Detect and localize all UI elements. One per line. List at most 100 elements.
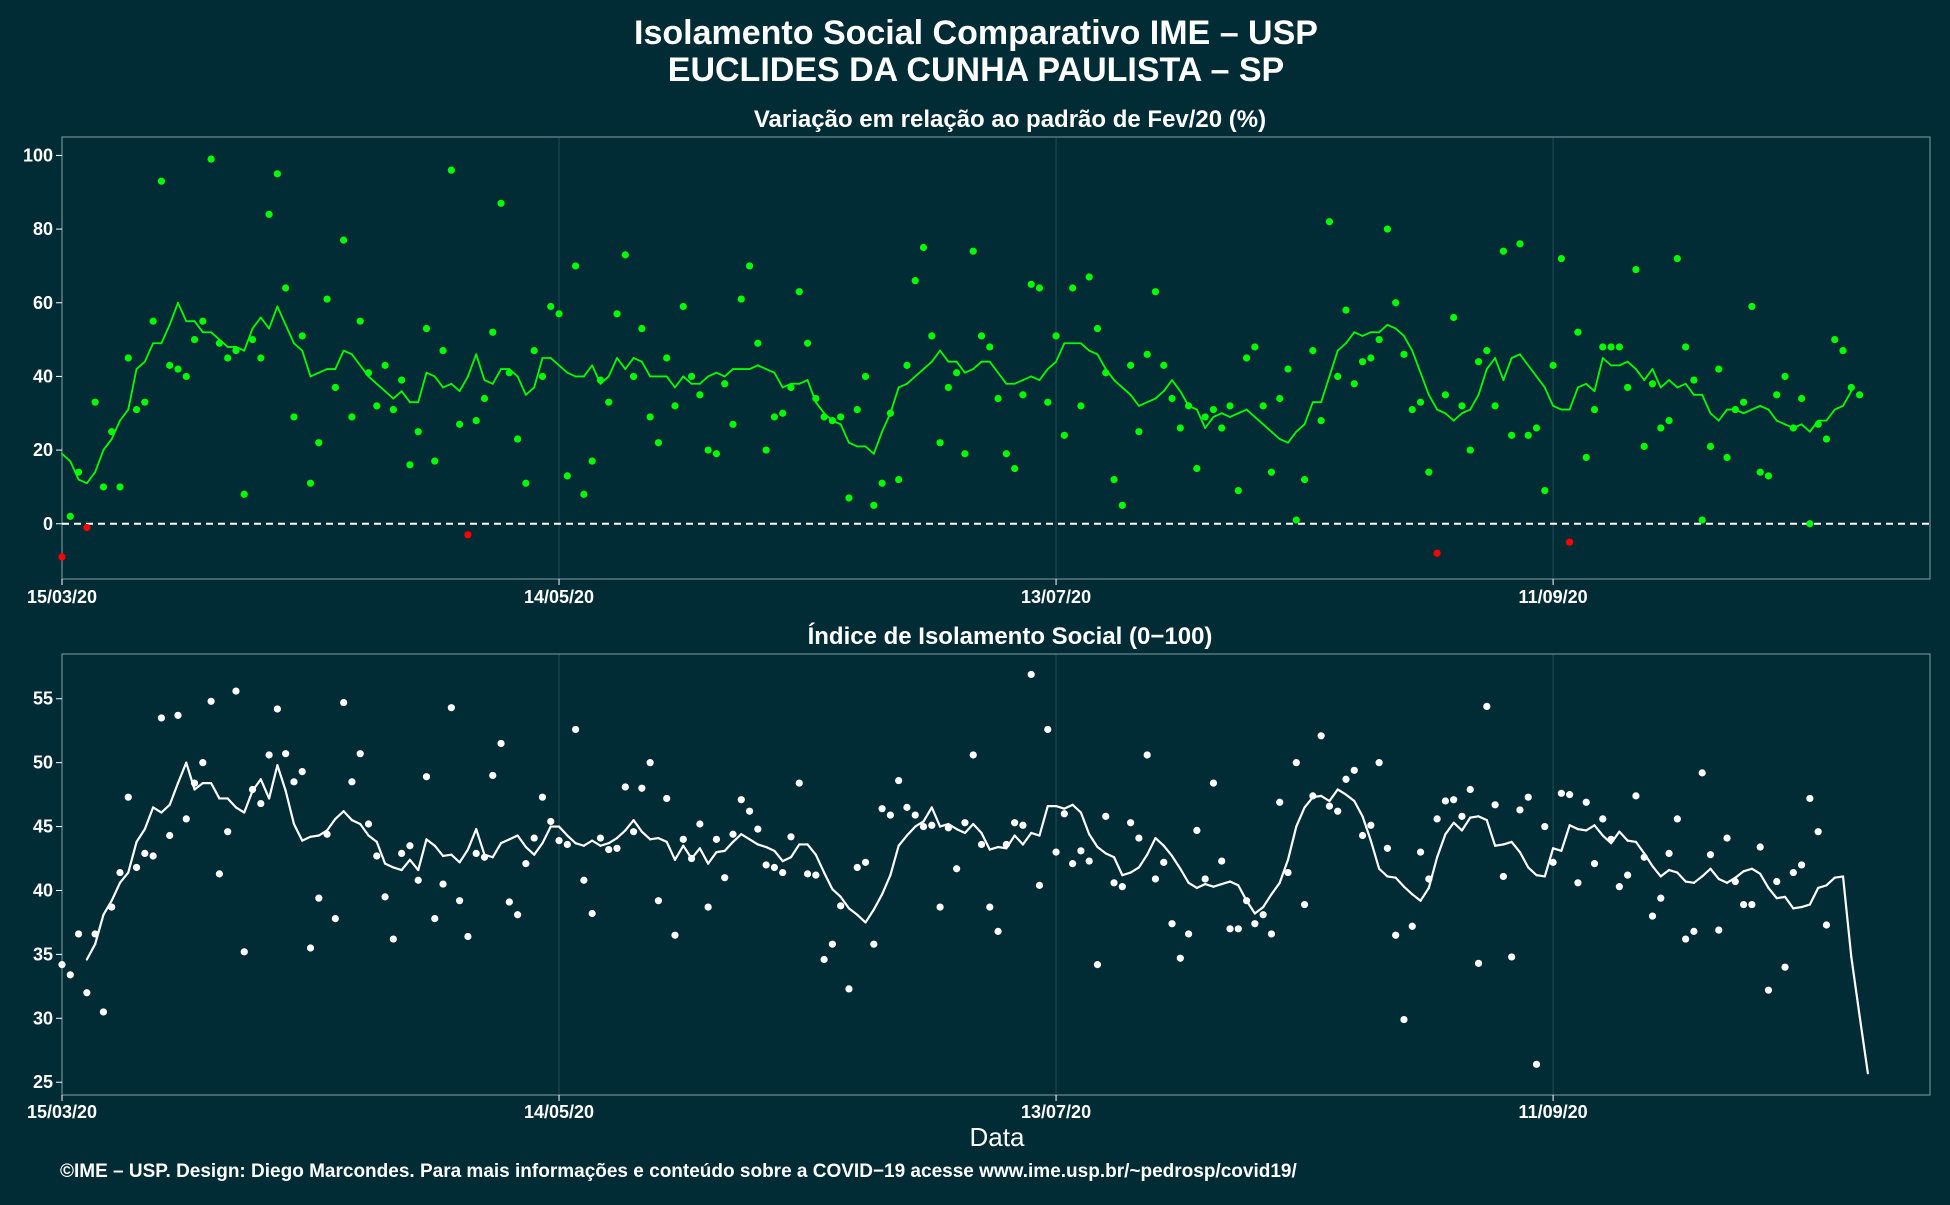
data-point: [431, 915, 439, 923]
moving-average-segment: [1295, 423, 1306, 433]
data-point: [671, 402, 679, 410]
moving-average-segment: [1535, 375, 1546, 389]
data-point: [895, 776, 903, 785]
data-point: [1201, 413, 1209, 421]
moving-average-segment: [127, 840, 138, 874]
data-point: [1127, 361, 1135, 369]
data-point: [1276, 798, 1284, 806]
moving-average-segment: [1618, 360, 1629, 367]
x-tick-label: 13/07/20: [1021, 587, 1091, 607]
moving-average-segment: [1485, 357, 1496, 370]
data-point: [663, 354, 671, 362]
data-point: [596, 834, 605, 842]
moving-average-segment: [425, 371, 436, 378]
moving-average-segment: [591, 364, 602, 385]
data-point: [779, 409, 787, 417]
data-point: [919, 243, 928, 252]
moving-average-segment: [632, 357, 643, 363]
moving-average-segment: [1088, 349, 1099, 356]
moving-average-segment: [1187, 404, 1198, 411]
moving-average-segment: [85, 943, 97, 961]
data-point: [290, 778, 298, 786]
moving-average-segment: [1295, 806, 1306, 828]
moving-average-segment: [193, 320, 204, 334]
moving-average-segment: [1237, 884, 1248, 902]
moving-average-segment: [773, 371, 784, 389]
y-tick-label: 60: [33, 293, 53, 313]
data-point: [704, 903, 712, 911]
data-point: [331, 383, 339, 392]
moving-average-segment: [1634, 840, 1646, 855]
data-point: [1334, 372, 1342, 381]
data-point: [1590, 860, 1599, 868]
data-point: [1441, 391, 1449, 399]
moving-average-segment: [1701, 393, 1712, 415]
data-point: [141, 849, 149, 858]
moving-average-segment: [1245, 899, 1256, 915]
moving-average-segment: [383, 862, 395, 869]
data-point: [1226, 402, 1234, 410]
data-point: [1093, 324, 1102, 333]
moving-average-segment: [591, 839, 602, 847]
data-point: [629, 372, 638, 381]
moving-average-segment: [334, 349, 345, 370]
moving-average-segment: [1253, 905, 1265, 915]
moving-average-segment: [234, 806, 246, 814]
moving-average-segment: [930, 806, 942, 828]
moving-average-segment: [1825, 408, 1836, 422]
moving-average-segment: [251, 316, 262, 330]
data-point: [282, 284, 290, 292]
moving-average-segment: [1336, 788, 1348, 796]
data-point: [1201, 875, 1209, 883]
data-point: [1019, 821, 1027, 829]
data-point: [1624, 871, 1632, 879]
data-point: [1077, 402, 1085, 410]
data-point: [729, 420, 737, 428]
data-point: [1798, 861, 1806, 869]
data-point: [282, 750, 290, 758]
moving-average-segment: [1154, 836, 1165, 847]
data-point: [1541, 487, 1549, 495]
moving-average-segment: [442, 382, 453, 389]
moving-average-segment: [1560, 824, 1571, 852]
moving-average-segment: [1469, 393, 1480, 411]
data-point: [1251, 343, 1259, 351]
data-point: [1002, 450, 1010, 458]
moving-average-segment: [781, 856, 793, 863]
moving-average-segment: [152, 806, 163, 814]
moving-average-segment: [1237, 408, 1248, 415]
moving-average-segment: [367, 375, 378, 385]
moving-average-segment: [823, 871, 834, 891]
moving-average-segment: [1287, 430, 1298, 444]
moving-average-segment: [723, 840, 735, 852]
data-point: [315, 894, 323, 902]
moving-average-segment: [69, 460, 80, 481]
data-point: [1135, 834, 1143, 842]
data-point: [1657, 894, 1665, 902]
moving-average-segment: [955, 828, 967, 835]
y-tick-label: 100: [23, 145, 53, 165]
moving-average-segment: [1808, 886, 1820, 906]
data-point: [456, 420, 464, 428]
moving-average-segment: [856, 913, 867, 924]
moving-average-segment: [119, 408, 130, 422]
x-tick-label: 11/09/20: [1519, 587, 1588, 607]
data-point: [1300, 475, 1309, 484]
data-point: [58, 553, 66, 561]
moving-average-segment: [1585, 824, 1596, 832]
data-point: [1706, 442, 1715, 450]
moving-average-segment: [615, 829, 627, 840]
data-point: [1383, 225, 1392, 233]
moving-average-segment: [1460, 816, 1472, 832]
data-point: [1615, 883, 1623, 891]
data-point: [447, 166, 455, 174]
moving-average-segment: [342, 349, 353, 356]
moving-average-segment: [1112, 856, 1124, 877]
data-point: [654, 897, 663, 905]
data-point: [232, 687, 240, 695]
data-point: [1665, 849, 1673, 858]
data-point: [1416, 398, 1425, 406]
data-point: [530, 834, 538, 842]
moving-average-segment: [516, 834, 527, 849]
moving-average-segment: [1817, 884, 1828, 890]
